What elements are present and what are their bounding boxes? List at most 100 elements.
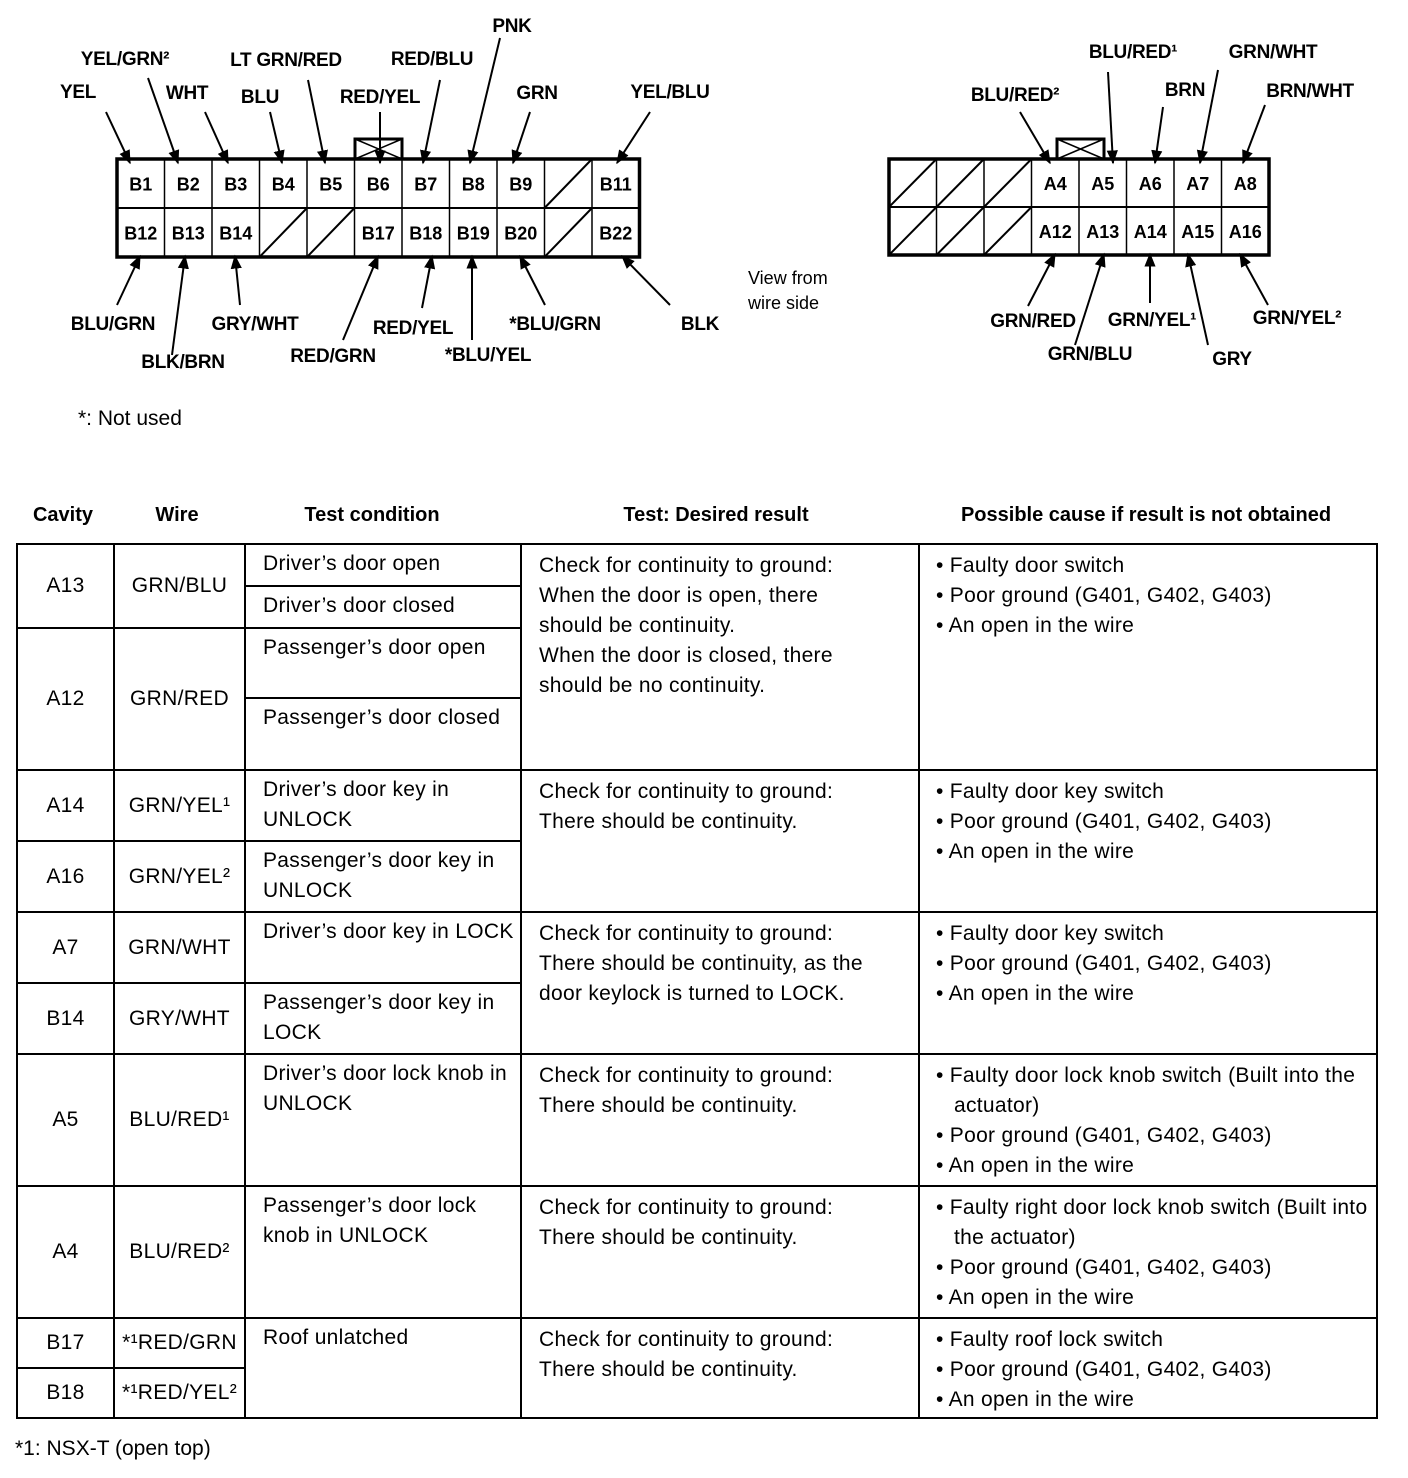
unused-cavity-slash	[543, 207, 593, 258]
wire-arrow	[511, 111, 531, 165]
wire-label: YEL/GRN²	[80, 49, 170, 70]
header-cavity: Cavity	[32, 504, 94, 526]
wire-label: *BLU/YEL	[444, 345, 532, 366]
wire-label: GRN/WHT	[1228, 42, 1318, 63]
cavity-label: B20	[504, 224, 537, 244]
wire-label: BLU/RED²	[970, 85, 1060, 106]
wire-arrow	[1074, 252, 1106, 346]
wire-label: BLU/RED¹	[1088, 42, 1178, 63]
result-line: door keylock is turned to LOCK.	[539, 982, 845, 1005]
cavity-label: B9	[509, 175, 532, 195]
header-test-condition: Test condition	[304, 504, 440, 526]
cause-item: • Faulty right door lock knob switch (Bu…	[936, 1196, 1368, 1249]
table-row: A5 BLU/RED¹ Driver’s door lock knob in UNL…	[16, 1053, 1378, 1187]
result-line: There should be continuity.	[539, 810, 798, 833]
wire-cell: GRN/YEL²	[113, 840, 246, 913]
table-row: A16 GRN/YEL² Passenger’s door key in UNLOC…	[16, 840, 1377, 913]
desired-result-cell: Check for continuity to ground: There sho…	[520, 1053, 920, 1187]
wire-cell: GRN/WHT	[113, 911, 246, 984]
wire-arrow	[204, 111, 229, 165]
view-note-line: View from	[748, 268, 828, 288]
result-line: Check for continuity to ground:	[539, 1328, 834, 1351]
cavity-label: A14	[1134, 222, 1167, 242]
possible-cause-cell: • Faulty door key switch • Poor ground (G…	[918, 769, 1378, 913]
cause-item: • An open in the wire	[936, 982, 1135, 1005]
cavity-cell: A4	[16, 1185, 115, 1319]
possible-cause-cell: • Faulty door lock knob switch (Built in…	[918, 1053, 1378, 1187]
wire-label: GRN/YEL²	[1252, 308, 1342, 329]
test-condition-cell: Passenger’s door lock knob in UNLOCK	[244, 1185, 522, 1319]
table-row: A13 GRN/BLU Driver’s door open Check for co…	[16, 543, 1378, 771]
cavity-cell: A16	[16, 840, 115, 913]
cause-item: • Poor ground (G401, G402, G403)	[936, 1256, 1272, 1279]
result-line: Check for continuity to ground:	[539, 1064, 834, 1087]
result-line: should be continuity.	[539, 614, 736, 637]
wire-label: GRN/BLU	[1047, 344, 1133, 365]
cavity-label: B8	[462, 175, 485, 195]
wire-cell: *¹RED/YEL²	[113, 1367, 246, 1419]
test-condition-cell: Driver’s door closed	[244, 585, 522, 629]
table-row: Passenger’s door closed	[17, 697, 1377, 771]
wire-arrow	[307, 79, 328, 165]
possible-cause-cell: • Faulty roof lock switch • Poor ground (…	[918, 1317, 1378, 1419]
wire-arrow	[421, 254, 436, 309]
cause-item: • An open in the wire	[936, 1154, 1135, 1177]
cause-item: • Faulty door key switch	[936, 780, 1165, 803]
unused-cavity-slash	[888, 158, 938, 208]
wire-arrow	[1242, 104, 1266, 165]
test-condition-cell: Roof unlatched	[244, 1317, 522, 1419]
cause-item: • Poor ground (G401, G402, G403)	[936, 584, 1272, 607]
wire-arrow	[230, 254, 242, 306]
test-condition-cell: Driver’s door open	[244, 543, 522, 587]
wire-label: WHT	[165, 83, 209, 104]
not-used-note: *: Not used	[78, 407, 182, 430]
result-line: Check for continuity to ground:	[539, 554, 834, 577]
wire-arrows	[105, 37, 1269, 356]
wire-label: BLK	[680, 314, 720, 335]
unused-cavity-slash	[935, 206, 985, 256]
wire-arrow	[116, 254, 141, 306]
cavity-label: B1	[129, 175, 152, 195]
desired-result-cell: Check for continuity to ground: There sho…	[520, 1317, 920, 1419]
cavity-cell: B17	[16, 1317, 115, 1369]
view-note: View from wire side	[748, 266, 828, 316]
connector-a: A4 A5 A6 A7 A8 A12 A13 A14 A15 A16	[887, 137, 1271, 257]
unused-cavity-slash	[983, 206, 1033, 256]
unused-cavity-slash	[983, 158, 1033, 208]
cause-item: • Faulty roof lock switch	[936, 1328, 1164, 1351]
wire-label: BRN	[1164, 80, 1206, 101]
cause-item: • Poor ground (G401, G402, G403)	[936, 1124, 1272, 1147]
wire-label: BLU	[240, 87, 280, 108]
cause-item: • Faulty door switch	[936, 554, 1125, 577]
cavity-label: A12	[1039, 222, 1072, 242]
cause-item: • Poor ground (G401, G402, G403)	[936, 1358, 1272, 1381]
wire-label: YEL/BLU	[630, 82, 710, 103]
cavity-cell: B14	[16, 982, 115, 1055]
cause-item: • An open in the wire	[936, 1388, 1135, 1411]
wire-cell: GRN/YEL¹	[113, 769, 246, 842]
cause-item: • Poor ground (G401, G402, G403)	[936, 810, 1272, 833]
wire-label: BLU/GRN	[70, 314, 156, 335]
wire-label: YEL	[59, 82, 97, 103]
cavity-cell: A14	[16, 769, 115, 842]
unused-cavity-slash	[258, 207, 308, 258]
table-row: A4 BLU/RED² Passenger’s door lock knob in …	[16, 1185, 1378, 1319]
wire-cell: GRN/RED	[113, 627, 246, 771]
possible-cause-cell: • Faulty door switch • Poor ground (G401,…	[918, 543, 1378, 771]
wire-arrow	[171, 254, 189, 356]
unused-cavity-slash	[888, 206, 938, 256]
desired-result-cell: Check for continuity to ground: There sho…	[520, 1185, 920, 1319]
test-condition-cell: Driver’s door key in LOCK	[244, 911, 522, 984]
desired-result-cell: Check for continuity to ground: There sho…	[520, 911, 920, 1055]
cavity-label: B3	[224, 175, 247, 195]
wire-cell: *¹RED/GRN	[113, 1317, 246, 1369]
cavity-cell: A13	[16, 543, 115, 629]
test-condition-cell: Passenger’s door open	[244, 627, 522, 699]
result-line: Check for continuity to ground:	[539, 922, 834, 945]
wire-arrow	[1196, 69, 1219, 165]
test-condition-cell: Driver’s door key in UNLOCK	[244, 769, 522, 842]
cavity-cell: B18	[16, 1367, 115, 1419]
cavity-cell: A7	[16, 911, 115, 984]
result-line: There should be continuity, as the	[539, 952, 863, 975]
wire-label: GRN/YEL¹	[1107, 310, 1197, 331]
